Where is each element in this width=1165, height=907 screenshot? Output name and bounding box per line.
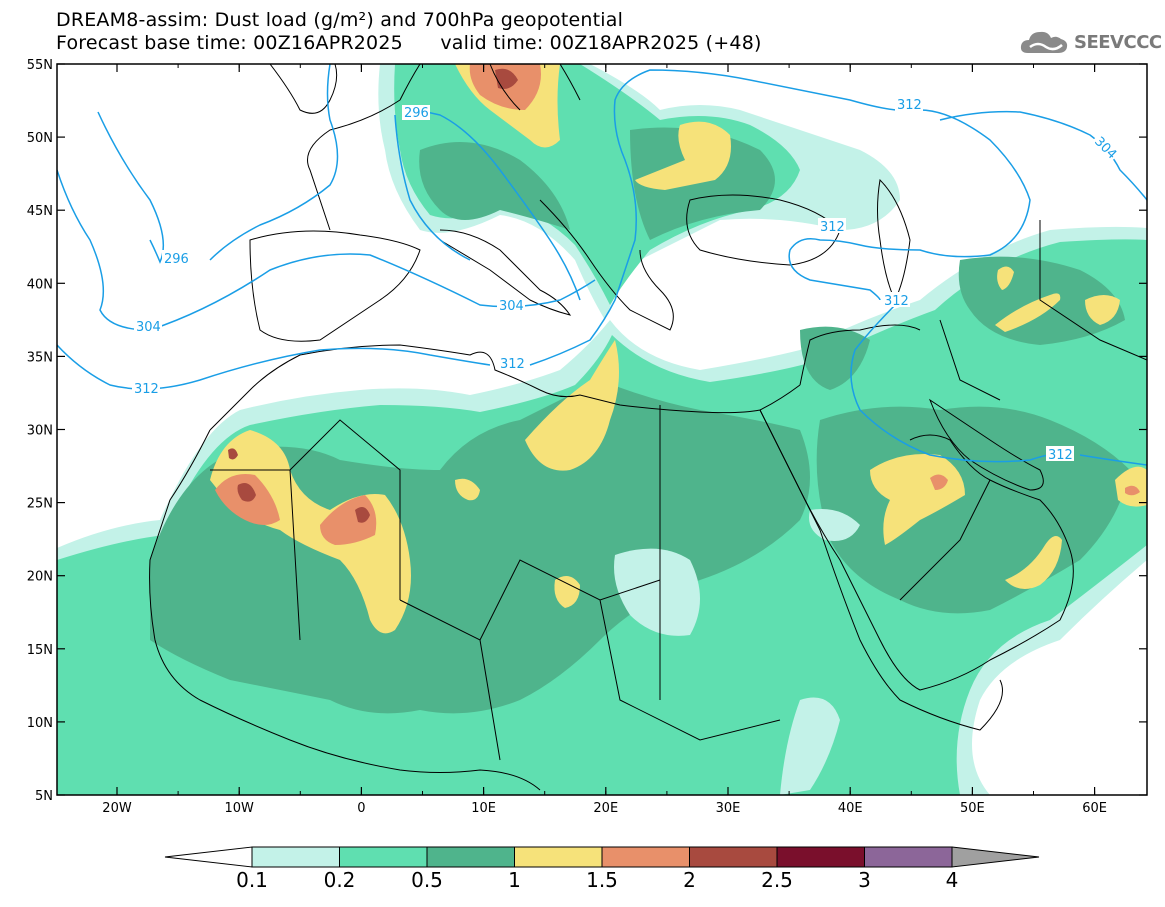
colorbar-bin	[776, 846, 865, 868]
lon-label: 20W	[102, 801, 132, 816]
colorbar-bin	[426, 846, 515, 868]
lat-label: 50N	[27, 131, 53, 146]
colorbar-label: 2.5	[761, 868, 793, 892]
colorbar: 0.1 0.2 0.5 1 1.5 2 2.5 3 4	[164, 846, 1040, 892]
chart-title: DREAM8-assim: Dust load (g/m²) and 700hP…	[56, 9, 624, 31]
lat-label: 5N	[35, 789, 53, 804]
colorbar-bin	[601, 846, 690, 868]
contour-label: 312	[500, 357, 525, 372]
lon-label: 50E	[960, 801, 985, 816]
contour-label: 312	[820, 220, 845, 235]
coastlines	[149, 64, 1147, 791]
colorbar-label: 1	[508, 868, 521, 892]
axes: 55N 50N 45N 40N 35N 30N 25N 20N 15N 10N 5N 20W 10W 0 1…	[27, 58, 1147, 816]
lat-label: 35N	[27, 350, 53, 365]
colorbar-label: 0.1	[236, 868, 268, 892]
geopotential-contours	[57, 64, 1147, 466]
lon-label: 20E	[593, 801, 618, 816]
colorbar-label: 2	[683, 868, 696, 892]
dust-field	[57, 64, 1147, 795]
contour-label: 304	[499, 299, 524, 314]
lat-label: 15N	[27, 643, 53, 658]
colorbar-label: 3	[858, 868, 871, 892]
lat-label: 30N	[27, 424, 53, 439]
seevccc-logo: SEEVCCC	[1018, 27, 1162, 57]
colorbar-label: 1.5	[586, 868, 618, 892]
logo-text: SEEVCCC	[1074, 31, 1162, 53]
contour-label: 304	[136, 320, 161, 335]
colorbar-overflow	[951, 846, 1040, 868]
lon-label: 60E	[1082, 801, 1107, 816]
lat-label: 10N	[27, 716, 53, 731]
cloud-icon	[1020, 31, 1068, 53]
colorbar-bin	[339, 846, 428, 868]
lon-label: 10W	[224, 801, 254, 816]
contour-label: 312	[134, 382, 159, 397]
colorbar-underflow	[164, 846, 253, 868]
colorbar-bin	[251, 846, 340, 868]
forecast-times: Forecast base time: 00Z16APR2025 valid t…	[56, 32, 762, 54]
colorbar-label: 0.2	[324, 868, 356, 892]
contour-label: 296	[164, 252, 189, 267]
lon-label: 40E	[838, 801, 863, 816]
colorbar-bin	[864, 846, 953, 868]
colorbar-bin	[514, 846, 603, 868]
lat-label: 40N	[27, 277, 53, 292]
colorbar-bin	[689, 846, 778, 868]
lon-label: 10E	[471, 801, 496, 816]
lat-label: 20N	[27, 570, 53, 585]
contour-label: 312	[897, 98, 922, 113]
lat-label: 25N	[27, 497, 53, 512]
contour-label: 296	[404, 106, 429, 121]
lon-label: 0	[357, 801, 365, 816]
colorbar-label: 4	[946, 868, 959, 892]
lon-label: 30E	[716, 801, 741, 816]
contour-labels: 296 296 304 304 304 312 312 312 312 312 …	[132, 96, 1121, 463]
lat-label: 55N	[27, 58, 53, 73]
contour-label: 312	[1048, 448, 1073, 463]
lat-label: 45N	[27, 204, 53, 219]
contour-label: 312	[884, 294, 909, 309]
colorbar-label: 0.5	[411, 868, 443, 892]
